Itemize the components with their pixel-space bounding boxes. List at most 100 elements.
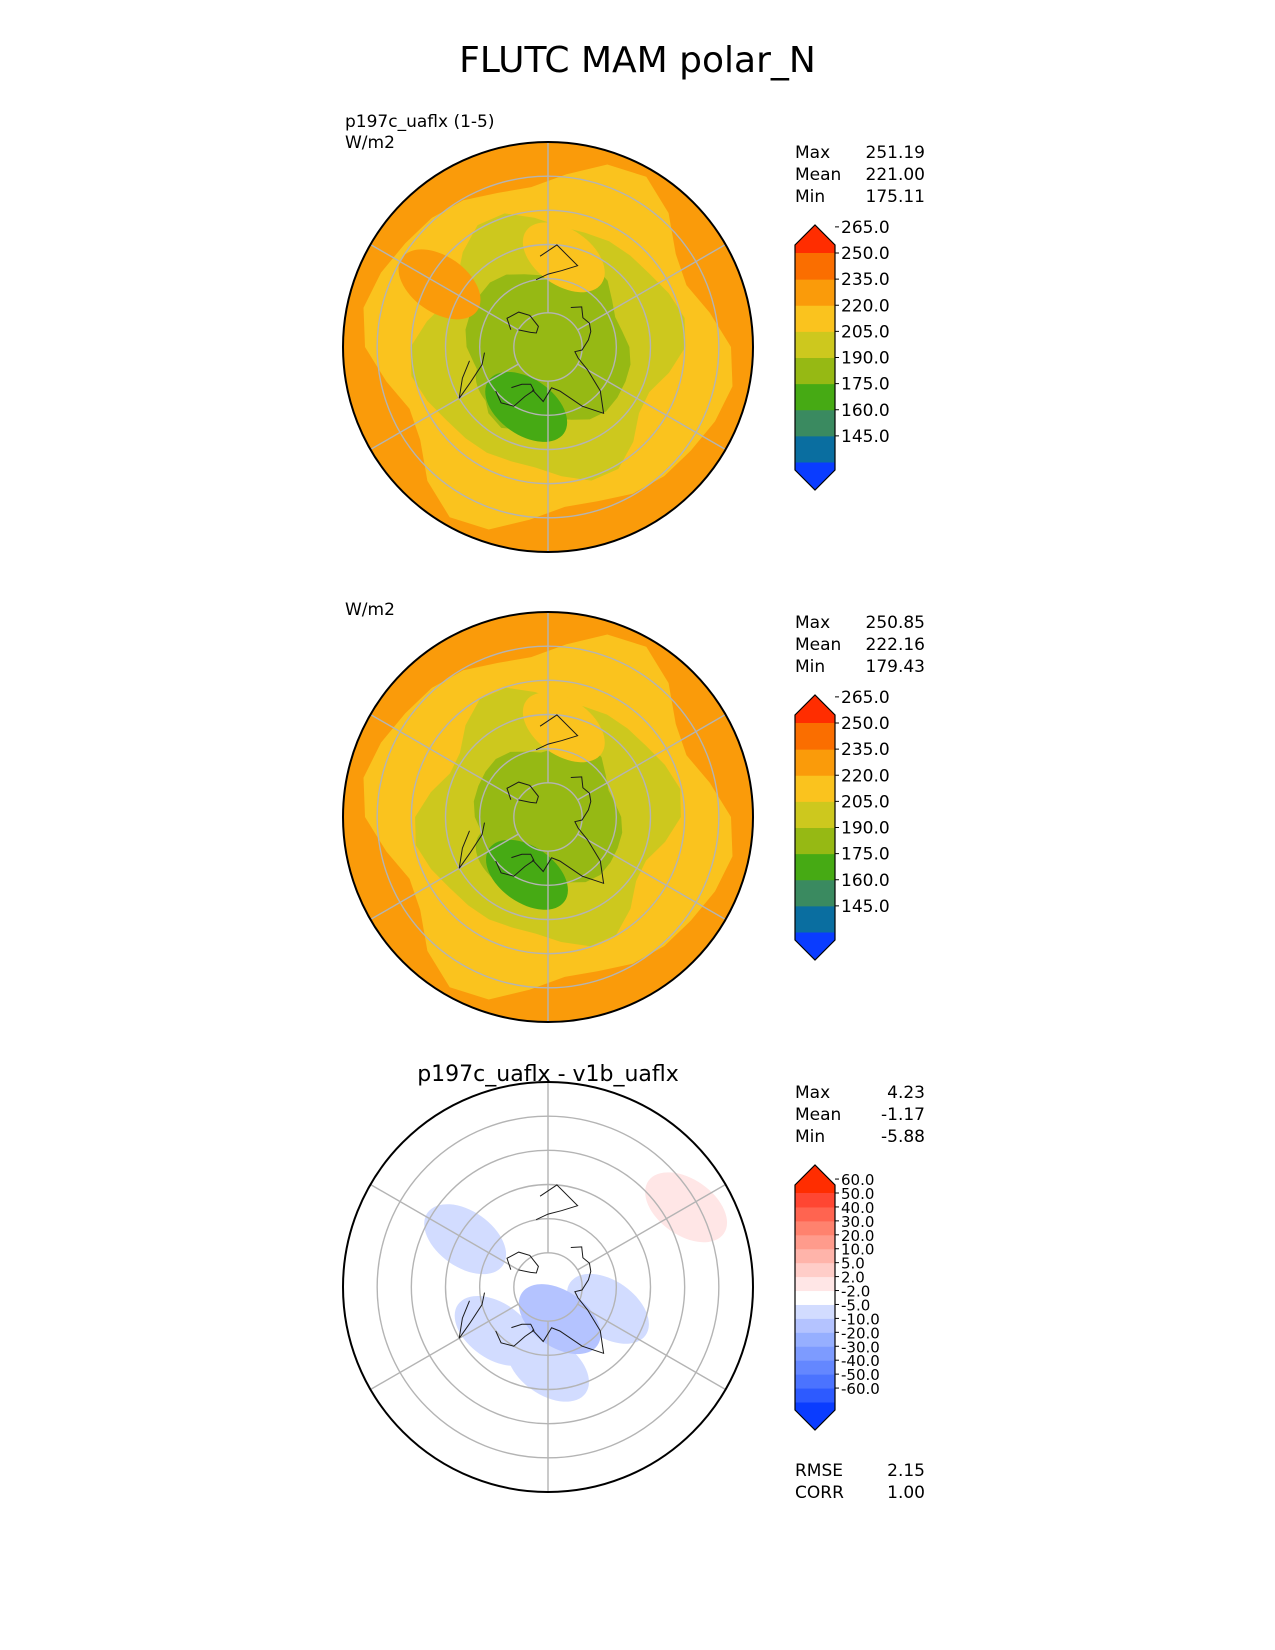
map-panel-test: 145.0 160.0 175.0 190.0 205.0 220.0 235.0 250.0… xyxy=(0,100,1275,590)
stat-name: Min xyxy=(795,187,826,207)
colorbar-tick-label: 60.0 xyxy=(841,1171,874,1189)
colorbar-extend-high xyxy=(795,1165,835,1193)
meridian-line xyxy=(370,243,519,331)
colorbar-extend-low xyxy=(795,462,835,490)
colorbar-tick-label: -10.0 xyxy=(841,1310,880,1328)
colorbar: 145.0 160.0 175.0 190.0 205.0 220.0 235.0 250.0… xyxy=(794,218,890,491)
colorbar-tick-label: 220.0 xyxy=(841,296,890,316)
map-boundary xyxy=(342,611,754,1023)
colorbar-tick-label: -20.0 xyxy=(841,1324,880,1342)
stat-value: 251.19 xyxy=(865,143,925,163)
colorbar-extend-low xyxy=(795,1402,835,1430)
coastlines xyxy=(458,1184,605,1355)
colorbar-swatch xyxy=(795,801,835,828)
stat-value: 250.85 xyxy=(865,613,925,633)
stats-block: Max 251.19 Mean 221.00 Min 175.11 xyxy=(795,142,925,208)
stat-row: Min 175.11 xyxy=(795,186,925,208)
figure-title: FLUTC MAM polar_N xyxy=(459,40,816,81)
colorbar-swatch xyxy=(795,1262,835,1278)
colorbar-tick-label: 265.0 xyxy=(841,218,890,238)
colorbar-swatch xyxy=(795,1304,835,1319)
metric-row: CORR 1.00 xyxy=(795,1482,925,1504)
stat-value: 175.11 xyxy=(865,187,925,207)
stat-value: 4.23 xyxy=(887,1083,925,1103)
colorbar-swatch xyxy=(795,1290,835,1305)
colorbar-swatch xyxy=(795,1360,835,1375)
metric-value: 1.00 xyxy=(887,1483,925,1503)
stat-name: Min xyxy=(795,657,826,677)
coastline xyxy=(535,1184,579,1221)
colorbar-tick-label: 145.0 xyxy=(841,897,890,917)
map-boundary xyxy=(342,141,754,553)
colorbar-swatch xyxy=(795,383,835,411)
map-field xyxy=(343,142,753,552)
metric-name: CORR xyxy=(795,1483,844,1503)
coastline xyxy=(535,244,579,281)
meridian-line xyxy=(577,243,726,331)
metric-value: 2.15 xyxy=(887,1461,925,1481)
colorbar-tick-label: 235.0 xyxy=(841,270,890,290)
colorbar-swatch xyxy=(795,1332,835,1347)
stat-row: Min -5.88 xyxy=(795,1126,925,1148)
meridian-line xyxy=(577,713,726,801)
coastline xyxy=(506,1251,539,1274)
colorbar-tick-label: -60.0 xyxy=(841,1380,880,1398)
meridian-line xyxy=(577,1183,726,1271)
coastline xyxy=(535,714,579,751)
colorbar-tick-label: -30.0 xyxy=(841,1338,880,1356)
colorbar-tick-label: 30.0 xyxy=(841,1213,874,1231)
meridian-line xyxy=(370,363,519,451)
coastline xyxy=(495,383,535,407)
colorbar-tick-label: 20.0 xyxy=(841,1227,874,1245)
coastlines xyxy=(458,714,605,885)
colorbar-swatch xyxy=(795,1318,835,1333)
stat-row: Mean 221.00 xyxy=(795,164,925,186)
colorbar-tick-label: -5.0 xyxy=(841,1296,870,1314)
colorbar-swatch xyxy=(795,1206,835,1222)
colorbar-tick-label: 190.0 xyxy=(841,349,890,369)
stat-name: Mean xyxy=(795,1105,842,1125)
meridian-line xyxy=(577,363,726,451)
colorbar-swatch xyxy=(795,853,835,881)
colorbar-tick-label: 2.0 xyxy=(841,1269,865,1287)
colorbar-swatch xyxy=(795,775,835,802)
colorbar-tick-label: 5.0 xyxy=(841,1255,865,1273)
colorbar-tick-label: 145.0 xyxy=(841,427,890,447)
colorbar-swatch xyxy=(795,827,835,855)
meridian-line xyxy=(370,833,519,921)
coastline xyxy=(532,1246,605,1355)
colorbar-tick-label: -2.0 xyxy=(841,1283,870,1301)
colorbar-swatch xyxy=(795,409,835,437)
coastline xyxy=(495,853,535,877)
colorbar-swatch xyxy=(795,723,835,750)
panel-label-line: W/m2 xyxy=(345,133,395,153)
extra-stats-block: RMSE 2.15 CORR 1.00 xyxy=(795,1460,925,1504)
polar-map-svg: 145.0 160.0 175.0 190.0 205.0 220.0 235.0 250.0… xyxy=(342,141,890,553)
colorbar-tick-label: 175.0 xyxy=(841,375,890,395)
field-contour-blob xyxy=(522,692,605,763)
graticule xyxy=(370,1082,726,1492)
colorbar-swatch xyxy=(795,1248,835,1264)
colorbar-swatch xyxy=(795,435,835,463)
colorbar-tick-label: 250.0 xyxy=(841,244,890,264)
stat-value: -5.88 xyxy=(881,1127,925,1147)
stat-name: Mean xyxy=(795,165,842,185)
colorbar-tick-label: 220.0 xyxy=(841,766,890,786)
colorbar-tick-label: 175.0 xyxy=(841,845,890,865)
panel-label: W/m2 xyxy=(345,600,395,621)
stat-name: Max xyxy=(795,613,831,633)
colorbar-tick-label: 205.0 xyxy=(841,322,890,342)
meridian-line xyxy=(370,1303,519,1391)
colorbar-tick-label: 160.0 xyxy=(841,871,890,891)
colorbar-swatch xyxy=(795,357,835,385)
coastline xyxy=(532,306,605,415)
stat-name: Mean xyxy=(795,635,842,655)
stat-name: Max xyxy=(795,143,831,163)
metric-row: RMSE 2.15 xyxy=(795,1460,925,1482)
stat-row: Mean 222.16 xyxy=(795,634,925,656)
stat-value: -1.17 xyxy=(881,1105,925,1125)
stat-value: 222.16 xyxy=(865,635,925,655)
stat-row: Mean -1.17 xyxy=(795,1104,925,1126)
polar-map-svg: 145.0 160.0 175.0 190.0 205.0 220.0 235.0 250.0… xyxy=(342,611,890,1023)
colorbar-swatch xyxy=(795,905,835,933)
